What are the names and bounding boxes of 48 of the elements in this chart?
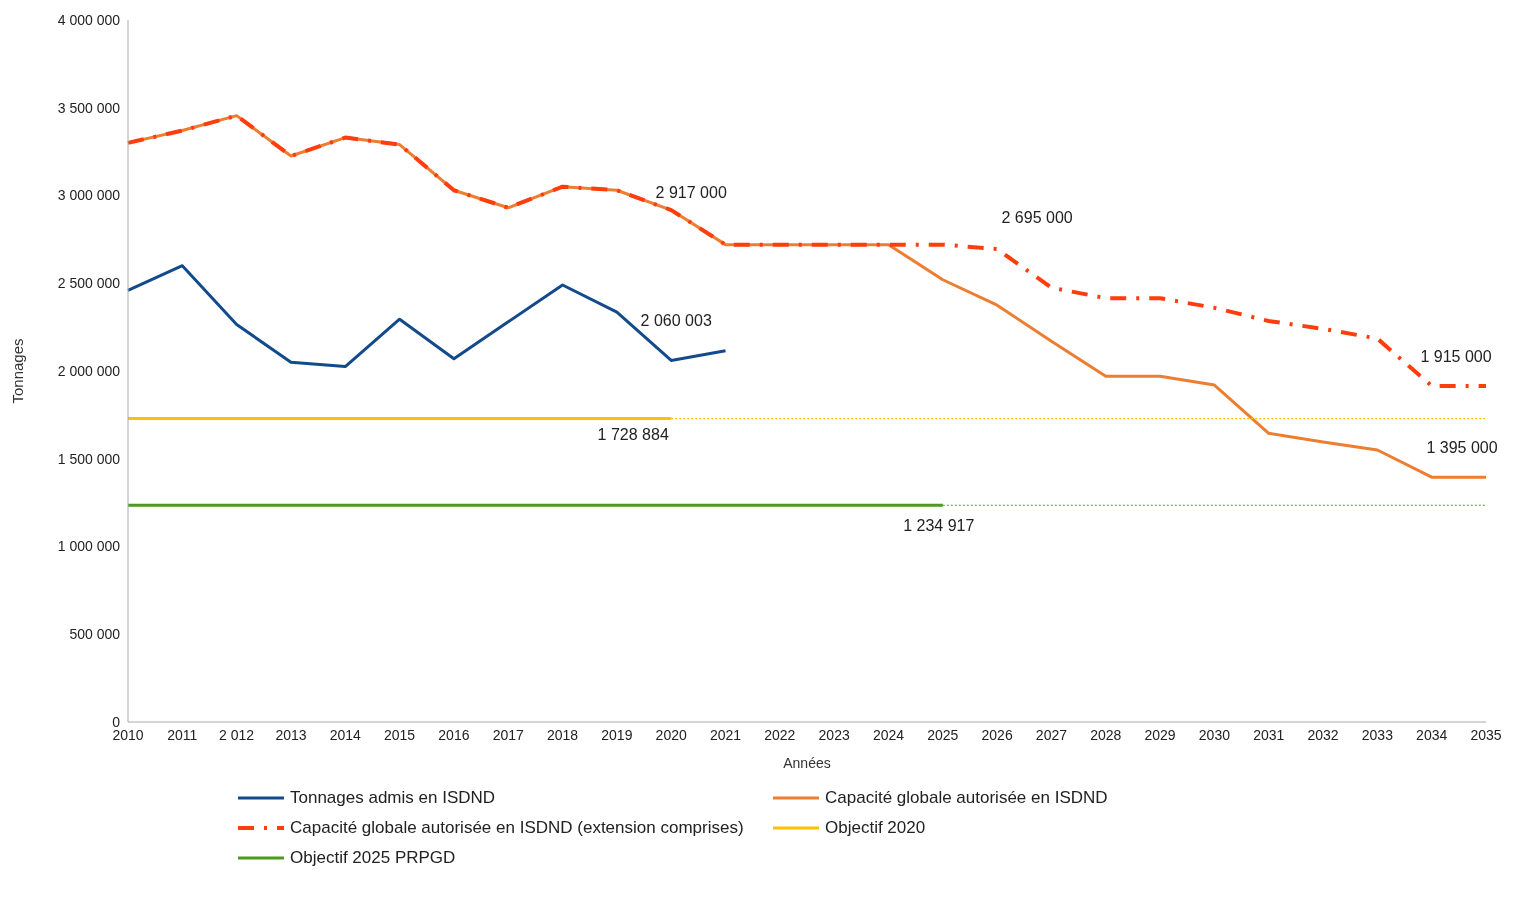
x-tick-label: 2024 xyxy=(872,726,905,743)
x-tick-label: 2020 xyxy=(655,726,687,743)
x-tick-label: 2028 xyxy=(1090,726,1122,743)
x-tick-label: 2014 xyxy=(329,726,362,743)
legend-label: Capacité globale autorisée en ISDND xyxy=(825,788,1108,808)
annotation: 1 234 917 xyxy=(903,516,975,534)
y-tick-label: 500 000 xyxy=(69,626,121,643)
annotation: 1 395 000 xyxy=(1426,438,1498,456)
legend-label: Objectif 2025 PRPGD xyxy=(290,848,456,868)
x-tick-label: 2015 xyxy=(384,726,416,743)
x-tick-label: 2034 xyxy=(1416,726,1448,743)
x-tick-label: 2019 xyxy=(601,726,633,743)
x-tick-label: 2026 xyxy=(981,726,1013,743)
x-tick-label: 2016 xyxy=(438,726,470,743)
annotation: 2 060 003 xyxy=(640,312,712,330)
y-tick-label: 3 500 000 xyxy=(57,99,121,116)
x-tick-label: 2021 xyxy=(709,726,742,743)
y-tick-label: 4 000 000 xyxy=(57,11,121,28)
annotation: 2 695 000 xyxy=(1001,208,1073,226)
y-axis-title: Tonnages xyxy=(9,338,27,404)
x-tick-label: 2032 xyxy=(1307,726,1339,743)
x-tick-label: 2027 xyxy=(1035,726,1068,743)
x-tick-label: 2017 xyxy=(492,726,525,743)
x-tick-label: 2031 xyxy=(1253,726,1285,743)
annotation: 1 915 000 xyxy=(1420,347,1492,365)
x-tick-label: 2023 xyxy=(818,726,850,743)
x-axis-title: Années xyxy=(783,755,831,771)
x-tick-label: 2011 xyxy=(167,726,198,743)
legend-label: Objectif 2020 xyxy=(825,818,926,838)
x-tick-label: 2029 xyxy=(1144,726,1176,743)
legend-label: Tonnages admis en ISDND xyxy=(290,788,496,808)
line-series xyxy=(126,264,728,369)
x-tick-label: 2018 xyxy=(546,726,579,743)
x-tick-label: 2013 xyxy=(275,726,307,743)
y-tick-label: 2 500 000 xyxy=(57,275,121,292)
x-tick-label: 2033 xyxy=(1361,726,1394,743)
y-tick-label: 3 000 000 xyxy=(57,187,121,204)
x-tick-label: 2022 xyxy=(764,726,796,743)
annotation: 2 917 000 xyxy=(655,183,727,201)
x-tick-label: 2035 xyxy=(1470,726,1502,743)
x-tick-label: 2 012 xyxy=(219,726,255,743)
y-tick-label: 2 000 000 xyxy=(57,362,121,379)
legend-label: Capacité globale autorisée en ISDND (extension comprises) xyxy=(290,818,744,838)
annotation: 1 728 884 xyxy=(597,426,669,444)
y-tick-label: 1 000 000 xyxy=(57,538,121,555)
y-tick-label: 1 500 000 xyxy=(57,450,121,467)
x-tick-label: 2030 xyxy=(1198,726,1231,743)
x-tick-label: 2025 xyxy=(927,726,959,743)
